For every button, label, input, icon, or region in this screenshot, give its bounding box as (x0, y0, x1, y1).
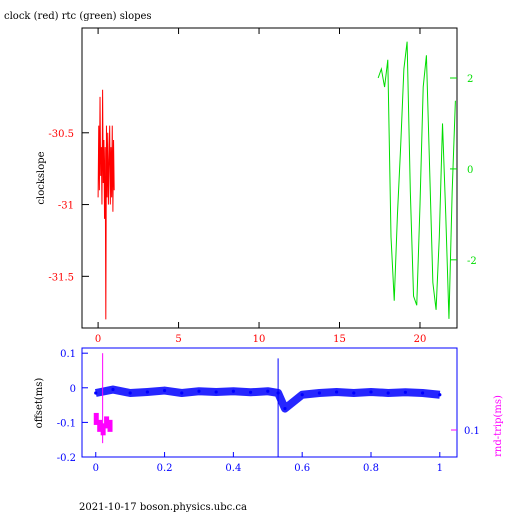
slopes-y-axis-label: clockslope (36, 151, 47, 204)
offset-tick-layer: 0 0.2 0.4 0.6 0.8 1 0.1 0 -0.1 -0.2 0.1 (57, 349, 480, 474)
rndtrip-y-axis-label: rnd-trip(ms) (493, 395, 504, 457)
offset-x-tick-label: 0.4 (225, 463, 241, 474)
rndtrip-point (107, 419, 113, 432)
offset-y-axis-label: offset(ms) (34, 378, 45, 429)
slopes-x-tick-label: 10 (253, 334, 266, 345)
offset-panel: offset(ms) rnd-trip(ms) 0 0.2 0.4 0.6 0.8 1 0.… (34, 347, 504, 474)
slopes-x-tick-label: 15 (333, 334, 346, 345)
slopes-y2-tick-label: 0 (467, 165, 473, 176)
footer-host-label: 2021-10-17 boson.physics.ubc.ca (79, 502, 247, 512)
slopes-x-tick-label: 0 (95, 334, 101, 345)
offset-y-tick-label: 0 (70, 384, 76, 395)
rtc-slope-line (377, 41, 456, 319)
slopes-panel: clockslope 0 5 10 15 20-30.5-31-31.520-2 (36, 27, 477, 345)
slopes-chart-title: clock (red) rtc (green) slopes (4, 11, 152, 22)
offset-plot-frame (81, 347, 458, 458)
clock-slope-line (97, 89, 115, 320)
slopes-plot-frame (81, 27, 458, 329)
slopes-x-tick-label: 5 (175, 334, 181, 345)
offset-band (94, 385, 441, 413)
slopes-y-tick-label: -30.5 (48, 129, 74, 140)
slopes-y2-tick-label: -2 (467, 256, 477, 267)
offset-x-tick-label: 0.6 (294, 463, 310, 474)
slopes-y-tick-label: -31 (58, 201, 74, 212)
rndtrip-y-tick-label: 0.1 (464, 426, 480, 437)
offset-series-layer (93, 353, 442, 457)
slopes-y-tick-label: -31.5 (48, 272, 74, 283)
rndtrip-point (104, 416, 110, 429)
slopes-x-tick-label: 20 (414, 334, 427, 345)
offset-x-tick-label: 0.8 (363, 463, 379, 474)
slopes-tick-layer: 0 5 10 15 20-30.5-31-31.520-2 (48, 28, 477, 345)
slopes-series-layer (97, 41, 456, 320)
offset-x-tick-label: 0 (93, 463, 99, 474)
rndtrip-point (97, 419, 103, 432)
slopes-y2-tick-label: 2 (467, 74, 473, 85)
offset-x-tick-label: 1 (437, 463, 443, 474)
offset-y-tick-label: 0.1 (60, 349, 76, 360)
rndtrip-point (93, 412, 99, 425)
offset-x-tick-label: 0.2 (157, 463, 173, 474)
offset-y-tick-label: -0.1 (57, 418, 76, 429)
offset-y-tick-label: -0.2 (57, 453, 76, 464)
